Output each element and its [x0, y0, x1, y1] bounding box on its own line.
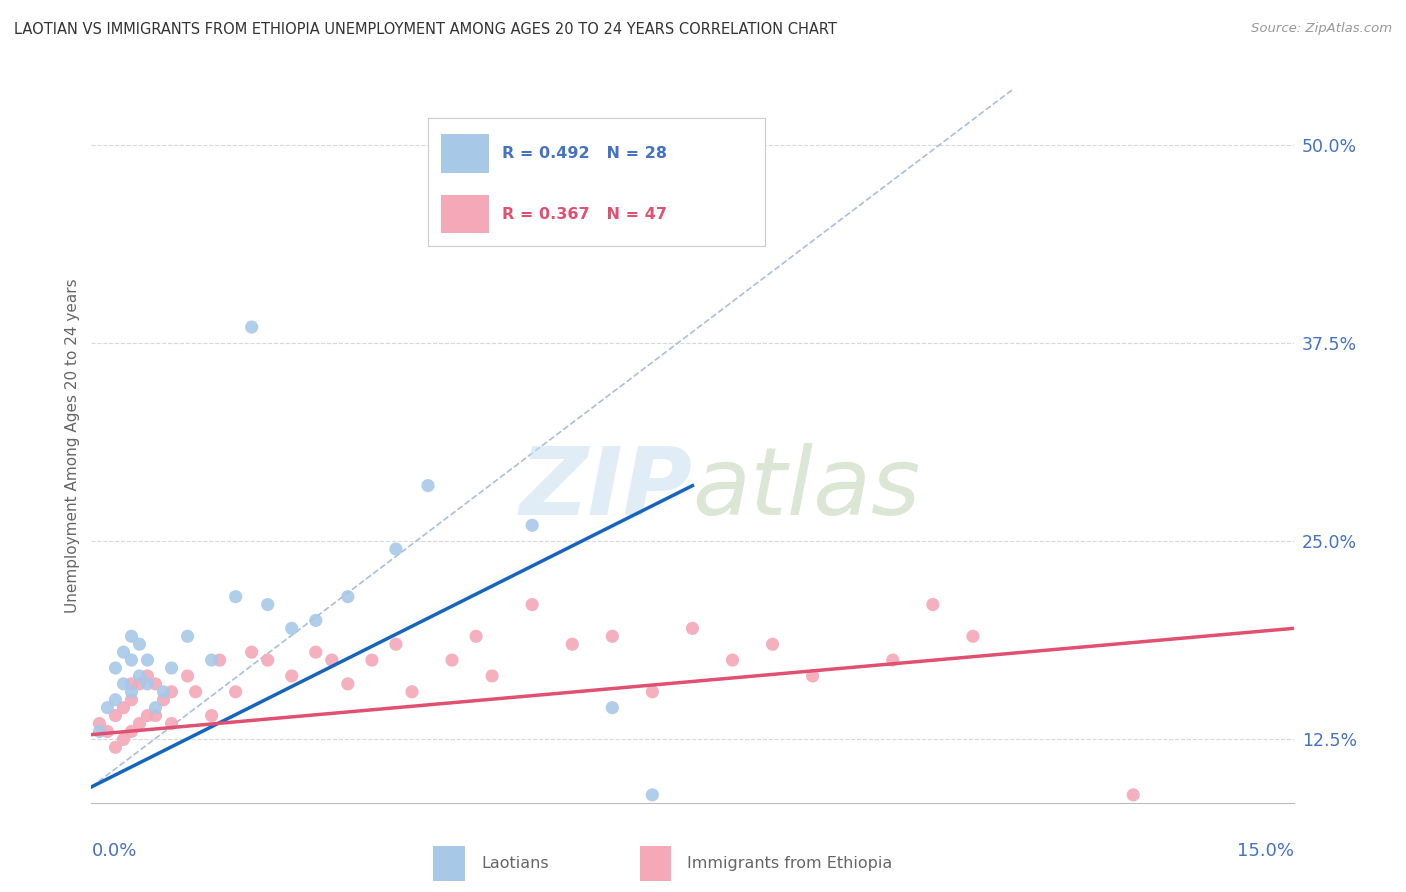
Point: [762, 637, 785, 651]
Point: [160, 685, 183, 699]
Point: [465, 629, 488, 643]
Point: [240, 320, 263, 334]
Text: atlas: atlas: [692, 443, 921, 534]
Point: [128, 669, 150, 683]
Point: [145, 708, 167, 723]
Point: [104, 661, 127, 675]
Point: [104, 692, 127, 706]
Point: [305, 645, 328, 659]
Point: [208, 653, 231, 667]
Point: [104, 740, 127, 755]
Point: [882, 653, 904, 667]
Point: [401, 685, 423, 699]
Point: [801, 669, 824, 683]
Text: 0.0%: 0.0%: [91, 842, 136, 860]
Point: [201, 708, 224, 723]
Text: LAOTIAN VS IMMIGRANTS FROM ETHIOPIA UNEMPLOYMENT AMONG AGES 20 TO 24 YEARS CORRE: LAOTIAN VS IMMIGRANTS FROM ETHIOPIA UNEM…: [14, 22, 837, 37]
Point: [336, 590, 359, 604]
Point: [321, 653, 343, 667]
Point: [136, 677, 159, 691]
Point: [305, 614, 328, 628]
Point: [240, 645, 263, 659]
Point: [121, 724, 143, 739]
Point: [385, 542, 408, 557]
Point: [1122, 788, 1144, 802]
Point: [522, 518, 544, 533]
Point: [89, 724, 111, 739]
Point: [281, 669, 304, 683]
Point: [89, 716, 111, 731]
Point: [145, 677, 167, 691]
Point: [128, 716, 150, 731]
Point: [225, 685, 247, 699]
Point: [121, 653, 143, 667]
Point: [440, 653, 463, 667]
Point: [305, 828, 328, 842]
Point: [121, 677, 143, 691]
Point: [176, 669, 198, 683]
Point: [136, 708, 159, 723]
Point: [602, 629, 624, 643]
Point: [256, 598, 278, 612]
Point: [962, 629, 984, 643]
Text: ZIP: ZIP: [520, 442, 692, 535]
Point: [136, 653, 159, 667]
Point: [112, 677, 135, 691]
Point: [152, 692, 174, 706]
Point: [96, 700, 118, 714]
Point: [152, 685, 174, 699]
Point: [602, 700, 624, 714]
Point: [481, 669, 503, 683]
Point: [121, 692, 143, 706]
Text: Source: ZipAtlas.com: Source: ZipAtlas.com: [1251, 22, 1392, 36]
Y-axis label: Unemployment Among Ages 20 to 24 years: Unemployment Among Ages 20 to 24 years: [65, 278, 80, 614]
Point: [385, 637, 408, 651]
Point: [721, 653, 744, 667]
Point: [360, 812, 382, 826]
Point: [641, 788, 664, 802]
Point: [681, 621, 703, 635]
Point: [201, 653, 224, 667]
Point: [128, 637, 150, 651]
Point: [160, 661, 183, 675]
Point: [112, 732, 135, 747]
Point: [281, 621, 304, 635]
Point: [112, 700, 135, 714]
Point: [176, 629, 198, 643]
Point: [112, 645, 135, 659]
Point: [922, 598, 945, 612]
Text: 15.0%: 15.0%: [1236, 842, 1294, 860]
Point: [522, 598, 544, 612]
Point: [121, 629, 143, 643]
Point: [121, 685, 143, 699]
Point: [160, 716, 183, 731]
Point: [641, 685, 664, 699]
Point: [128, 677, 150, 691]
Point: [336, 677, 359, 691]
Point: [416, 478, 439, 492]
Point: [360, 653, 382, 667]
Point: [96, 724, 118, 739]
Point: [225, 590, 247, 604]
Point: [256, 653, 278, 667]
Point: [145, 700, 167, 714]
Point: [184, 685, 207, 699]
Point: [104, 708, 127, 723]
Point: [561, 637, 583, 651]
Point: [136, 669, 159, 683]
